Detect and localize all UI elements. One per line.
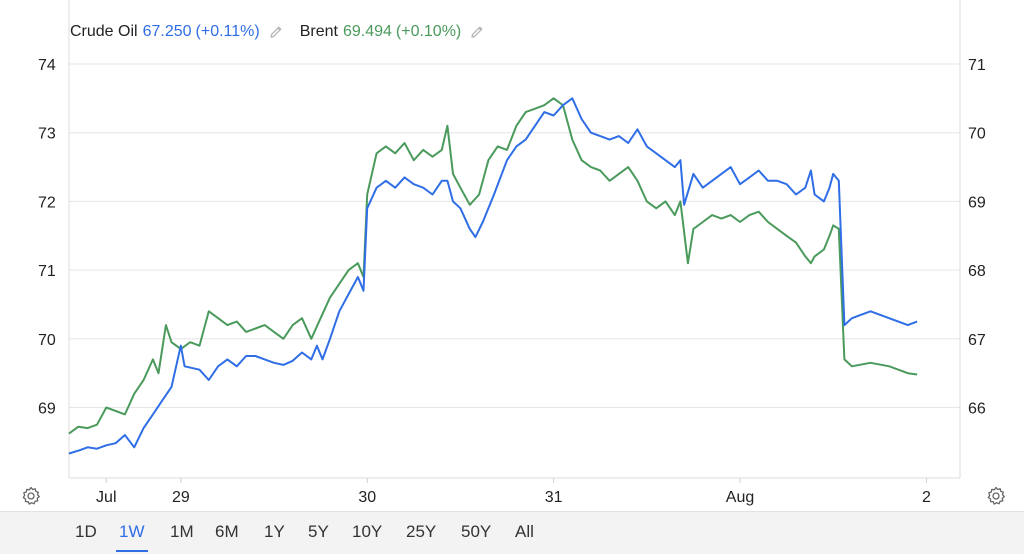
range-button-10y[interactable]: 10Y bbox=[352, 522, 383, 541]
y-tick-label-right: 67 bbox=[968, 332, 986, 349]
y-tick-label-right: 70 bbox=[968, 126, 986, 143]
line-chart[interactable]: 74 73 72 71 70 69 71 70 69 68 67 66 Jul 29 30 31 Aug 2 bbox=[0, 0, 1024, 511]
range-button-1m[interactable]: 1M bbox=[170, 522, 194, 541]
x-tick-label: 30 bbox=[358, 489, 376, 506]
series bbox=[68, 97, 918, 455]
y-tick-label-left: 71 bbox=[38, 263, 56, 280]
legend-series-price: 69.494 bbox=[342, 23, 392, 40]
y-tick-label-left: 69 bbox=[38, 401, 56, 418]
x-axis: Jul 29 30 31 Aug 2 bbox=[96, 478, 931, 506]
x-tick-label: 31 bbox=[545, 489, 563, 506]
range-button-25y[interactable]: 25Y bbox=[406, 522, 437, 541]
right-y-axis: 71 70 69 68 67 66 bbox=[968, 57, 986, 418]
y-tick-label-right: 66 bbox=[968, 401, 986, 418]
y-tick-label-right: 71 bbox=[968, 57, 986, 74]
left-y-axis: 74 73 72 71 70 69 bbox=[38, 57, 56, 418]
legend-item-brent[interactable]: Brent 69.494 (+0.10%) bbox=[300, 23, 486, 41]
range-button-1y[interactable]: 1Y bbox=[264, 522, 285, 541]
x-tick-label: Aug bbox=[726, 489, 754, 506]
series-line-brent bbox=[68, 97, 918, 435]
y-tick-label-right: 68 bbox=[968, 263, 986, 280]
range-toolbar: 1D 1W 1M 6M 1Y 5Y 10Y 25Y 50Y All bbox=[0, 511, 1024, 554]
gear-icon[interactable] bbox=[21, 486, 41, 506]
series-line-crude-oil bbox=[68, 97, 918, 455]
axes bbox=[68, 0, 961, 479]
range-button-1d[interactable]: 1D bbox=[75, 522, 97, 541]
legend-series-name: Crude Oil bbox=[70, 23, 138, 40]
y-tick-label-left: 72 bbox=[38, 194, 56, 211]
gear-icon[interactable] bbox=[986, 486, 1006, 506]
range-button-all[interactable]: All bbox=[515, 522, 534, 541]
y-tick-label-right: 69 bbox=[968, 194, 986, 211]
range-button-50y[interactable]: 50Y bbox=[461, 522, 492, 541]
y-tick-label-left: 70 bbox=[38, 332, 56, 349]
grid bbox=[69, 63, 960, 408]
pencil-icon[interactable] bbox=[469, 24, 485, 40]
pencil-icon[interactable] bbox=[268, 24, 284, 40]
legend-series-change: (+0.10%) bbox=[395, 23, 462, 40]
x-tick-label: 29 bbox=[172, 489, 190, 506]
range-button-1w[interactable]: 1W bbox=[116, 512, 148, 552]
y-tick-label-left: 74 bbox=[38, 57, 56, 74]
legend-series-name: Brent bbox=[299, 23, 338, 40]
legend-item-crude-oil[interactable]: Crude Oil 67.250 (+0.11%) bbox=[70, 23, 284, 41]
range-button-5y[interactable]: 5Y bbox=[308, 522, 329, 541]
range-button-6m[interactable]: 6M bbox=[215, 522, 239, 541]
x-tick-label: 2 bbox=[922, 489, 931, 506]
chart-legend: Crude Oil 67.250 (+0.11%) Brent 69.494 (… bbox=[70, 21, 501, 43]
legend-series-change: (+0.11%) bbox=[195, 23, 260, 40]
y-tick-label-left: 73 bbox=[38, 126, 56, 143]
x-tick-label: Jul bbox=[96, 489, 116, 506]
legend-series-price: 67.250 bbox=[142, 23, 192, 40]
chart-area[interactable]: 74 73 72 71 70 69 71 70 69 68 67 66 Jul 29 30 31 Aug 2 … bbox=[0, 0, 1024, 511]
